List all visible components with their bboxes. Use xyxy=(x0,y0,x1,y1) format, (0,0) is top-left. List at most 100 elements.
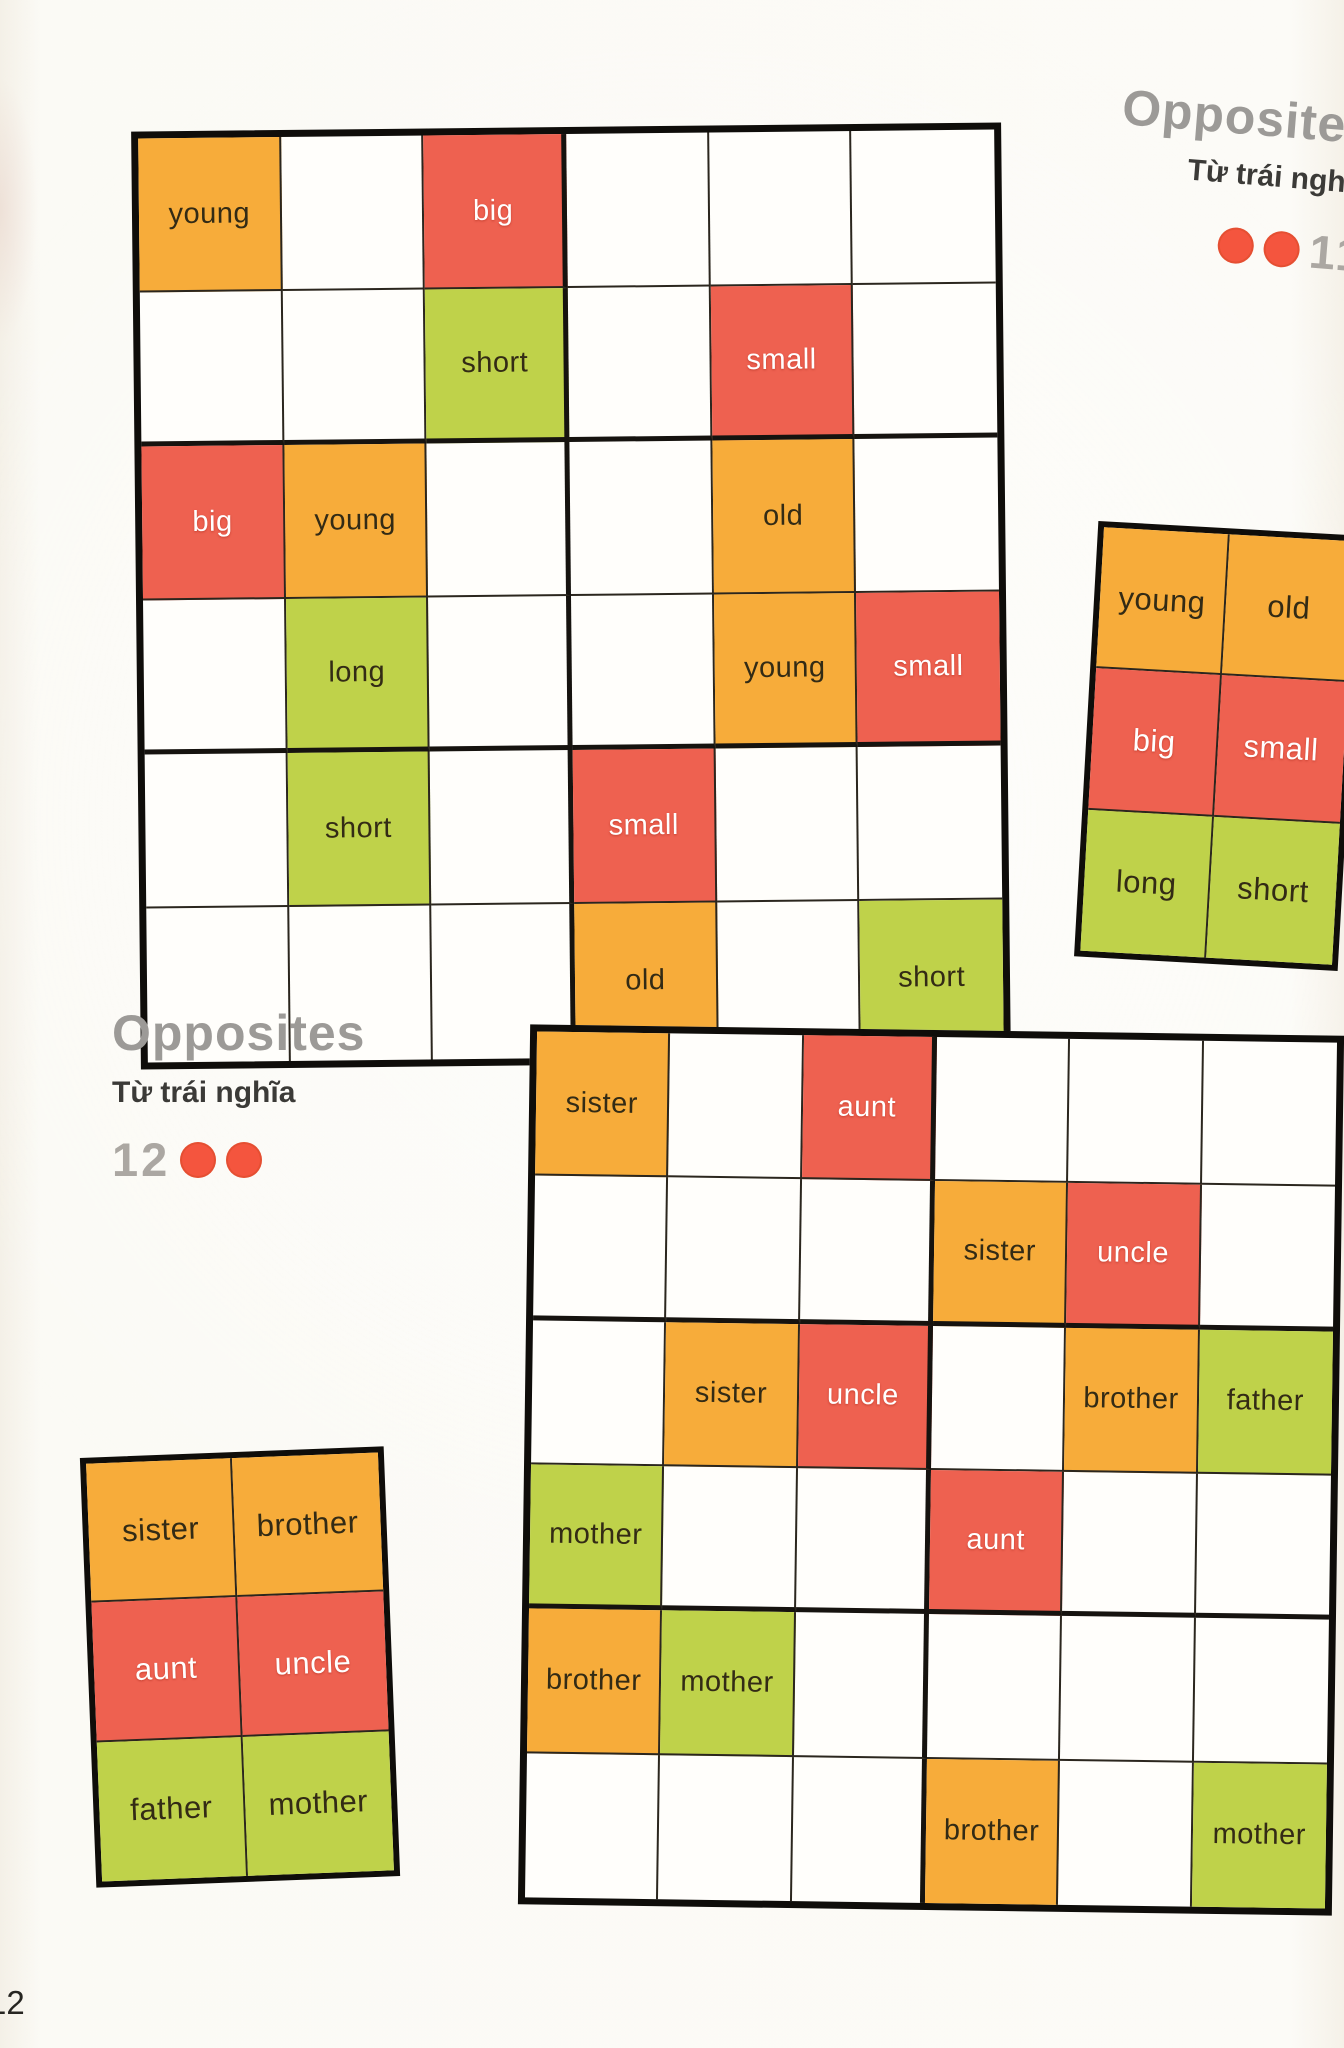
word-cell-aunt: aunt xyxy=(928,1469,1065,1617)
puzzle-grid-12: sister aunt sister uncle sister uncle brother f… xyxy=(517,1024,1344,1916)
cell-word: mother xyxy=(680,1665,774,1699)
difficulty-dot-icon xyxy=(226,1141,263,1178)
empty-cell xyxy=(1193,1618,1329,1765)
empty-cell xyxy=(139,291,285,447)
empty-cell xyxy=(569,440,714,596)
empty-cell xyxy=(668,1033,804,1180)
word-cell-brother: brother xyxy=(924,1758,1061,1905)
cell-word: old xyxy=(762,499,804,532)
word-cell-big: big xyxy=(141,444,286,601)
word-cell-mother: mother xyxy=(1191,1762,1327,1909)
puzzle-number: 12 xyxy=(112,1133,171,1186)
cell-word: father xyxy=(1226,1384,1305,1418)
cell-word: young xyxy=(314,503,397,537)
key-word: sister xyxy=(121,1510,200,1549)
word-cell-old: old xyxy=(712,439,857,595)
cell-word: uncle xyxy=(826,1378,899,1412)
empty-cell xyxy=(1199,1185,1335,1332)
empty-cell xyxy=(282,289,427,445)
cell-word: sister xyxy=(963,1234,1037,1268)
empty-cell xyxy=(715,747,860,903)
key-cell-uncle: uncle xyxy=(237,1591,389,1737)
empty-cell xyxy=(533,1175,669,1322)
key-word: old xyxy=(1266,588,1312,626)
cell-word: short xyxy=(461,346,529,380)
empty-cell xyxy=(426,442,571,598)
puzzle-title: Opposites xyxy=(1119,79,1344,156)
cell-word: old xyxy=(625,963,666,996)
key-cell-long: long xyxy=(1080,809,1215,958)
cell-word: long xyxy=(328,655,386,689)
cell-word: brother xyxy=(545,1663,642,1697)
difficulty-dots xyxy=(1215,225,1301,269)
page-number: 12 xyxy=(0,1984,25,2021)
key-cell-father: father xyxy=(96,1736,249,1882)
key-cell-aunt: aunt xyxy=(91,1597,243,1743)
empty-cell xyxy=(930,1325,1067,1472)
cell-word: small xyxy=(893,649,964,683)
key-word: aunt xyxy=(134,1649,198,1688)
word-cell-father: father xyxy=(1197,1329,1333,1476)
key-cell-old: old xyxy=(1221,534,1344,683)
empty-cell xyxy=(935,1037,1071,1184)
puzzle-12-header: Opposites Từ trái nghĩa 12 xyxy=(112,1004,365,1187)
key-word: big xyxy=(1131,722,1177,760)
empty-cell xyxy=(658,1754,794,1902)
word-cell-young: young xyxy=(284,443,429,599)
difficulty-dot-icon xyxy=(1261,229,1301,269)
puzzle-difficulty: 12 xyxy=(112,1132,365,1187)
empty-cell xyxy=(566,132,711,289)
word-cell-mother: mother xyxy=(660,1610,796,1757)
key-cell-big: big xyxy=(1088,668,1222,817)
puzzle-11-header: Opposites Từ trái nghĩa 11 xyxy=(1110,78,1344,283)
cell-word: mother xyxy=(1212,1818,1307,1852)
word-cell-long: long xyxy=(285,597,430,753)
word-cell-sister: sister xyxy=(535,1031,671,1178)
empty-cell xyxy=(1060,1616,1196,1763)
empty-cell xyxy=(1068,1038,1204,1186)
cell-word: brother xyxy=(943,1814,1040,1848)
empty-cell xyxy=(857,745,1003,901)
empty-cell xyxy=(1201,1040,1337,1187)
word-cell-big: big xyxy=(423,134,568,290)
key-cell-small: small xyxy=(1214,675,1344,824)
key-cell-mother: mother xyxy=(242,1731,394,1876)
cell-word: sister xyxy=(694,1377,768,1411)
cell-word: small xyxy=(746,343,817,377)
key-word: young xyxy=(1117,579,1207,620)
key-word: short xyxy=(1236,870,1310,910)
word-cell-mother: mother xyxy=(529,1464,665,1611)
key-word: father xyxy=(129,1789,214,1828)
word-cell-young: young xyxy=(138,137,283,293)
key-cell-sister: sister xyxy=(86,1458,238,1603)
word-cell-brother: brother xyxy=(1064,1327,1200,1474)
empty-cell xyxy=(280,135,426,292)
key-word: long xyxy=(1114,863,1178,903)
difficulty-dot-icon xyxy=(180,1141,217,1178)
key-cell-young: young xyxy=(1096,527,1230,676)
word-cell-small: small xyxy=(856,591,1001,748)
cell-word: sister xyxy=(565,1086,639,1120)
key-cell-short: short xyxy=(1206,816,1340,965)
word-cell-short: short xyxy=(425,288,570,444)
cell-word: brother xyxy=(1083,1382,1179,1416)
key-word: mother xyxy=(267,1783,369,1823)
empty-cell xyxy=(531,1320,667,1467)
empty-cell xyxy=(853,283,998,440)
word-cell-uncle: uncle xyxy=(797,1323,933,1470)
difficulty-dots xyxy=(180,1141,263,1178)
cell-word: short xyxy=(324,811,393,845)
key-word: small xyxy=(1242,728,1320,768)
empty-cell xyxy=(793,1612,929,1759)
puzzle-difficulty: 11 xyxy=(1110,208,1344,283)
empty-cell xyxy=(144,752,289,909)
key-grid-12: sister brother aunt uncle father mother xyxy=(79,1446,401,1888)
empty-cell xyxy=(143,598,288,755)
word-cell-sister: sister xyxy=(664,1321,800,1469)
cell-word: young xyxy=(743,651,826,685)
cell-word: aunt xyxy=(966,1523,1026,1557)
cell-word: aunt xyxy=(837,1090,897,1124)
empty-cell xyxy=(799,1179,936,1326)
word-cell-sister: sister xyxy=(932,1181,1069,1328)
word-cell-short: short xyxy=(287,751,432,907)
